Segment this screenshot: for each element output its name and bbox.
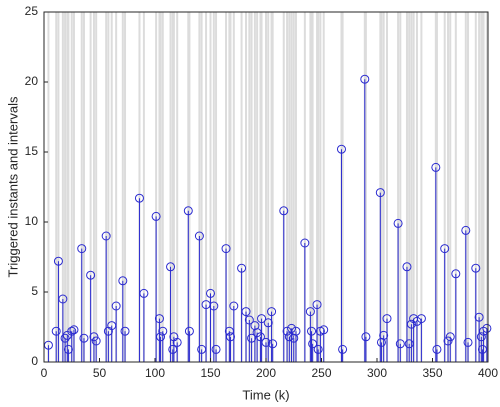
stem-marker xyxy=(305,307,315,317)
stem-marker xyxy=(58,294,68,304)
stem-marker xyxy=(307,326,317,336)
y-tick-label: 5 xyxy=(31,284,38,298)
stem-marker xyxy=(206,288,215,298)
y-tick-label: 10 xyxy=(25,214,39,228)
stem-marker xyxy=(319,325,329,335)
stem-marker xyxy=(360,74,370,84)
stem-marker xyxy=(79,333,89,343)
stem-marker xyxy=(244,315,254,325)
stem-marker xyxy=(139,288,149,298)
stem-marker xyxy=(255,332,265,342)
stem-marker xyxy=(300,238,310,248)
stem-marker xyxy=(461,225,471,235)
stem-marker xyxy=(63,344,73,354)
stem-marker xyxy=(237,263,247,273)
stem-marker xyxy=(151,211,161,221)
stem-marker xyxy=(361,332,371,342)
stem-marker xyxy=(154,314,164,324)
stem-marker xyxy=(257,314,267,324)
stem-marker xyxy=(261,337,271,347)
stem-marker xyxy=(194,231,204,241)
y-tick-label: 20 xyxy=(25,74,39,88)
stem-marker xyxy=(268,339,278,349)
stem-marker xyxy=(211,344,221,354)
stem-marker xyxy=(445,332,455,342)
stem-marker xyxy=(158,326,168,336)
stem-marker xyxy=(313,344,323,354)
stem-marker xyxy=(86,270,96,280)
stem-marker xyxy=(432,344,442,354)
x-tick-label: 300 xyxy=(367,366,387,380)
stem-marker xyxy=(336,144,346,154)
stem-marker xyxy=(395,339,405,349)
x-tick-label: 0 xyxy=(41,366,48,380)
stem-marker xyxy=(451,269,461,279)
x-tick-label: 200 xyxy=(256,366,276,380)
stem-marker xyxy=(221,244,231,254)
y-tick-label: 15 xyxy=(25,144,39,158)
stem-marker xyxy=(471,263,481,273)
stem-marker xyxy=(431,162,441,172)
stem-marker xyxy=(118,276,128,286)
x-axis-label: Time (k) xyxy=(242,387,289,402)
stem-marker xyxy=(229,301,239,311)
stem-marker xyxy=(463,337,473,347)
stem-marker xyxy=(67,326,77,336)
stem-marker xyxy=(263,318,273,328)
stem-marker xyxy=(77,244,87,254)
stem-marker xyxy=(338,344,348,354)
stem-marker xyxy=(184,326,194,336)
stem-marker xyxy=(101,231,111,241)
y-tick-label: 0 xyxy=(31,354,38,368)
x-tick-label: 250 xyxy=(311,366,331,380)
stem-marker xyxy=(241,307,251,317)
stem-marker xyxy=(284,332,294,342)
stem-marker xyxy=(379,330,389,340)
stem-marker xyxy=(416,314,426,324)
stem-marker xyxy=(225,332,235,342)
stem-marker xyxy=(279,206,289,216)
stem-marker xyxy=(111,301,121,311)
stem-marker xyxy=(474,312,484,322)
stem-marker xyxy=(375,188,385,198)
x-tick-label: 150 xyxy=(200,366,220,380)
stem-marker xyxy=(291,326,301,336)
plot-area xyxy=(43,12,492,362)
stem-marker xyxy=(89,332,99,342)
stem-marker xyxy=(166,262,176,272)
stem-marker xyxy=(53,256,63,266)
stem-marker xyxy=(172,337,182,347)
stem-marker xyxy=(267,307,277,317)
stem-marker xyxy=(69,325,79,335)
stem-marker xyxy=(183,206,193,216)
stem-marker xyxy=(91,336,101,346)
stem-marker xyxy=(60,333,70,343)
stem-marker xyxy=(482,323,492,333)
stem-marker xyxy=(134,193,144,203)
x-tick-label: 50 xyxy=(93,366,107,380)
stem-marker xyxy=(476,332,486,342)
x-tick-label: 350 xyxy=(422,366,442,380)
stem-marker xyxy=(312,300,322,310)
stem-marker xyxy=(382,314,392,324)
stem-marker xyxy=(287,323,297,333)
stem-marker xyxy=(120,326,130,336)
stem-marker xyxy=(209,301,219,311)
stem-marker xyxy=(247,333,257,343)
stem-marker xyxy=(406,319,416,329)
stem-marker xyxy=(393,218,403,228)
stem-marker xyxy=(156,332,166,342)
y-axis-label: Triggered instants and intervals xyxy=(5,96,20,277)
stem-marker xyxy=(440,244,450,254)
x-tick-label: 400 xyxy=(478,366,498,380)
stem-marker xyxy=(51,326,61,336)
stem-marker xyxy=(402,262,412,272)
y-tick-label: 25 xyxy=(25,4,39,18)
stem-marker xyxy=(443,336,453,346)
x-tick-label: 100 xyxy=(145,366,165,380)
